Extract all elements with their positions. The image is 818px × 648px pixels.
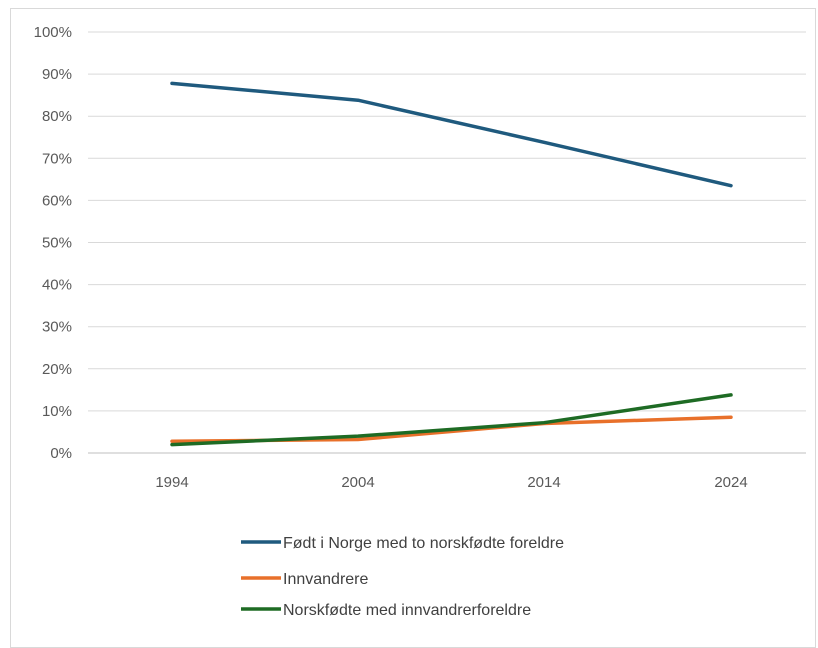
legend-label: Innvandrere <box>283 571 368 588</box>
x-tick-label: 1994 <box>155 474 188 491</box>
series-line-3 <box>170 393 733 447</box>
y-tick-label: 90% <box>42 66 72 83</box>
x-axis-tick-labels: 1994 2004 2014 2024 <box>155 474 747 491</box>
chart-frame <box>10 8 816 648</box>
y-tick-label: 80% <box>42 108 72 125</box>
legend-label: Norskfødte med innvandrerforeldre <box>283 602 531 619</box>
y-tick-label: 40% <box>42 277 72 294</box>
gridlines <box>88 31 806 454</box>
y-tick-label: 100% <box>34 24 72 41</box>
x-tick-label: 2004 <box>341 474 374 491</box>
y-tick-label: 30% <box>42 319 72 336</box>
x-tick-label: 2014 <box>527 474 560 491</box>
y-tick-label: 0% <box>50 445 72 462</box>
series-line-1 <box>170 81 733 188</box>
y-tick-label: 50% <box>42 235 72 252</box>
y-axis-tick-labels: 0% 10% 20% 30% 40% 50% 60% 70% 80% 90% 100% <box>34 24 72 462</box>
y-tick-label: 60% <box>42 192 72 209</box>
series-lines <box>170 81 733 447</box>
legend-label: Født i Norge med to norskfødte foreldre <box>283 535 564 552</box>
y-tick-label: 10% <box>42 403 72 420</box>
line-chart: 0% 10% 20% 30% 40% 50% 60% 70% 80% 90% 100% 1994 20… <box>34 24 806 619</box>
legend: Født i Norge med to norskfødte foreldre I… <box>241 535 564 619</box>
x-tick-label: 2024 <box>714 474 747 491</box>
y-tick-label: 20% <box>42 361 72 378</box>
y-tick-label: 70% <box>42 150 72 167</box>
